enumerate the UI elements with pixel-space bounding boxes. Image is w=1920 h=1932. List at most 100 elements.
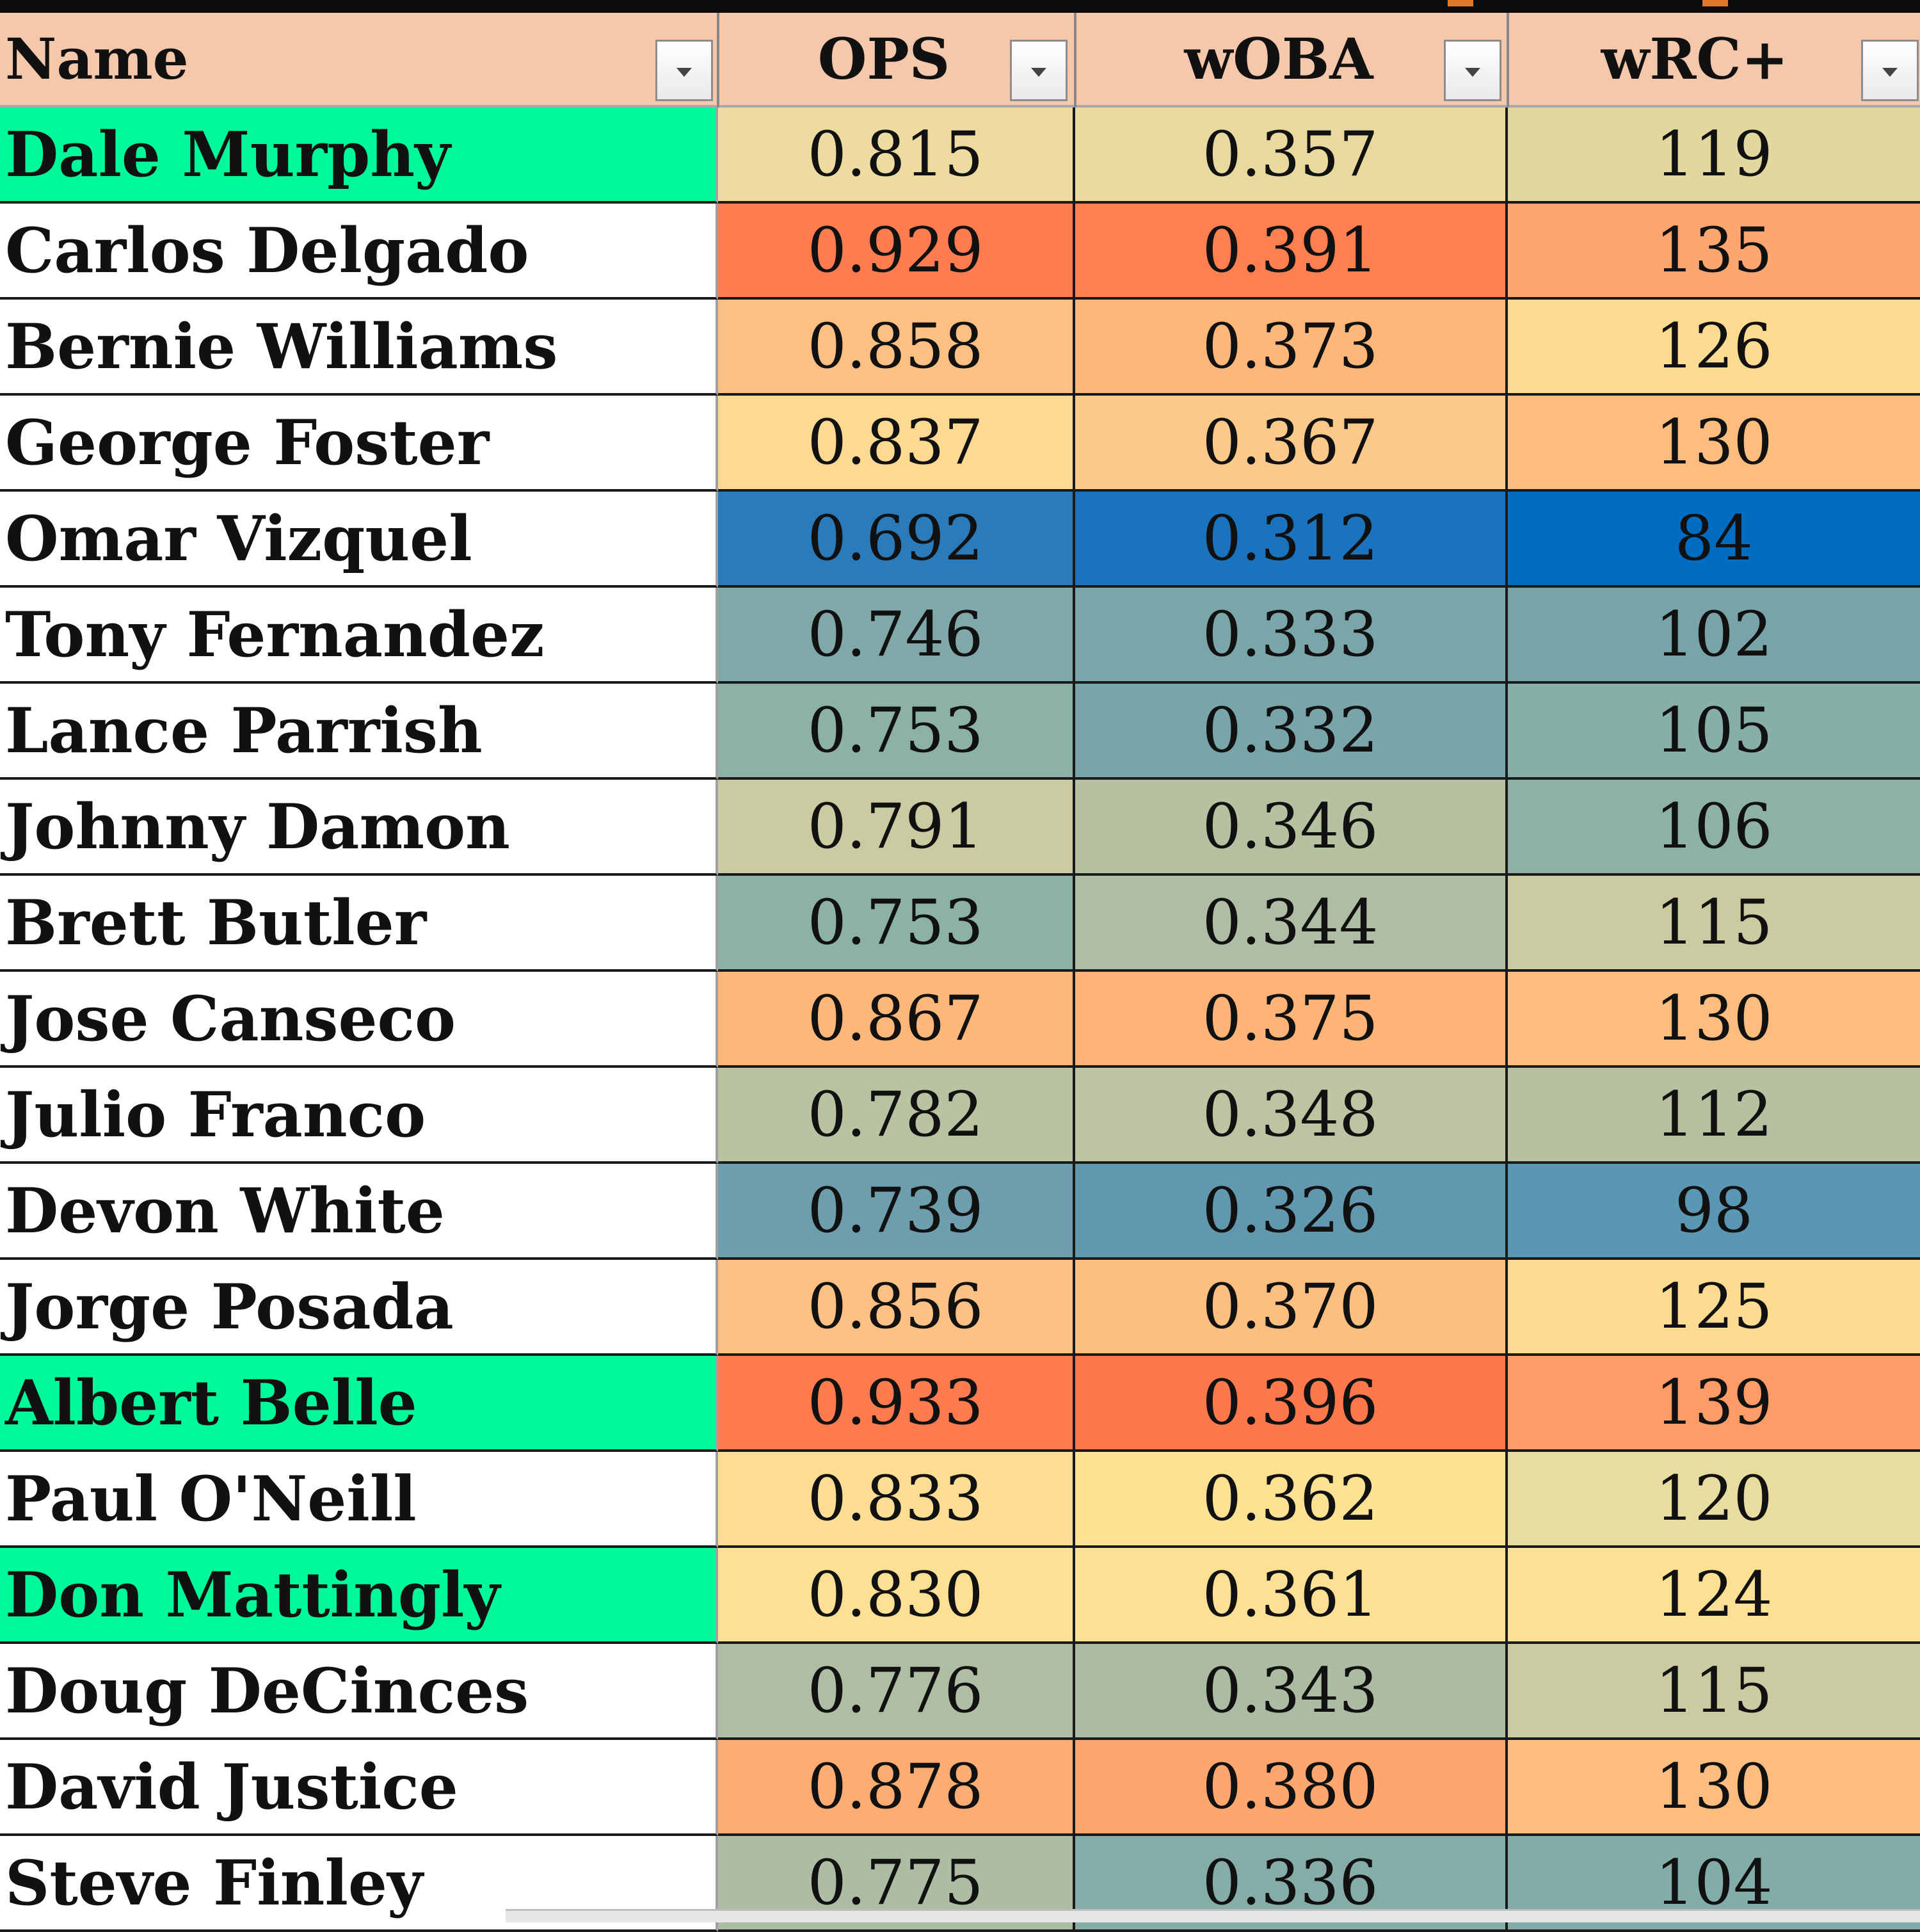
cell-woba[interactable]: 0.370: [1075, 1260, 1508, 1356]
cell-woba[interactable]: 0.348: [1075, 1068, 1508, 1164]
table-row[interactable]: Jose Canseco 0.867 0.375 130: [0, 972, 1920, 1068]
column-header-woba: wOBA: [1075, 13, 1508, 105]
cell-ops[interactable]: 0.833: [718, 1452, 1075, 1548]
filter-dropdown-button-wrc[interactable]: [1861, 40, 1919, 101]
cell-woba[interactable]: 0.332: [1075, 684, 1508, 780]
cell-name[interactable]: Dale Murphy: [0, 108, 718, 204]
cell-ops[interactable]: 0.858: [718, 300, 1075, 396]
cell-wrc[interactable]: 115: [1508, 1644, 1920, 1740]
cell-name[interactable]: Jose Canseco: [0, 972, 718, 1068]
cell-ops[interactable]: 0.782: [718, 1068, 1075, 1164]
cell-name[interactable]: Tony Fernandez: [0, 588, 718, 684]
cell-woba[interactable]: 0.326: [1075, 1164, 1508, 1260]
table-row[interactable]: Brett Butler 0.753 0.344 115: [0, 876, 1920, 972]
cell-woba[interactable]: 0.367: [1075, 396, 1508, 492]
cell-name[interactable]: George Foster: [0, 396, 718, 492]
cell-ops[interactable]: 0.929: [718, 204, 1075, 300]
table-row[interactable]: Devon White 0.739 0.326 98: [0, 1164, 1920, 1260]
table-row[interactable]: Omar Vizquel 0.692 0.312 84: [0, 492, 1920, 588]
table-row[interactable]: David Justice 0.878 0.380 130: [0, 1740, 1920, 1836]
table-row[interactable]: Don Mattingly 0.830 0.361 124: [0, 1548, 1920, 1644]
cell-ops[interactable]: 0.753: [718, 684, 1075, 780]
filter-dropdown-button-ops[interactable]: [1010, 40, 1068, 101]
cell-name[interactable]: Jorge Posada: [0, 1260, 718, 1356]
cell-ops[interactable]: 0.776: [718, 1644, 1075, 1740]
table-row[interactable]: Carlos Delgado 0.929 0.391 135: [0, 204, 1920, 300]
filter-dropdown-button-woba[interactable]: [1444, 40, 1501, 101]
cell-name[interactable]: Lance Parrish: [0, 684, 718, 780]
cell-name[interactable]: Bernie Williams: [0, 300, 718, 396]
cell-wrc[interactable]: 84: [1508, 492, 1920, 588]
cell-woba[interactable]: 0.333: [1075, 588, 1508, 684]
cell-wrc[interactable]: 139: [1508, 1356, 1920, 1452]
cell-woba[interactable]: 0.391: [1075, 204, 1508, 300]
cell-ops[interactable]: 0.830: [718, 1548, 1075, 1644]
cell-name[interactable]: Carlos Delgado: [0, 204, 718, 300]
cell-ops[interactable]: 0.753: [718, 876, 1075, 972]
cell-name[interactable]: David Justice: [0, 1740, 718, 1836]
cell-woba[interactable]: 0.380: [1075, 1740, 1508, 1836]
cell-wrc[interactable]: 112: [1508, 1068, 1920, 1164]
cell-ops[interactable]: 0.837: [718, 396, 1075, 492]
cell-wrc[interactable]: 120: [1508, 1452, 1920, 1548]
table-row[interactable]: Jorge Posada 0.856 0.370 125: [0, 1260, 1920, 1356]
table-row[interactable]: George Foster 0.837 0.367 130: [0, 396, 1920, 492]
table-row[interactable]: Lance Parrish 0.753 0.332 105: [0, 684, 1920, 780]
horizontal-scrollbar[interactable]: [506, 1909, 1920, 1922]
cell-woba[interactable]: 0.343: [1075, 1644, 1508, 1740]
cell-name[interactable]: Paul O'Neill: [0, 1452, 718, 1548]
cell-woba[interactable]: 0.346: [1075, 780, 1508, 876]
cell-wrc[interactable]: 126: [1508, 300, 1920, 396]
table-row[interactable]: Tony Fernandez 0.746 0.333 102: [0, 588, 1920, 684]
table-row[interactable]: Paul O'Neill 0.833 0.362 120: [0, 1452, 1920, 1548]
cell-wrc[interactable]: 124: [1508, 1548, 1920, 1644]
cell-ops[interactable]: 0.815: [718, 108, 1075, 204]
cell-ops[interactable]: 0.878: [718, 1740, 1075, 1836]
cell-woba[interactable]: 0.357: [1075, 108, 1508, 204]
cell-name[interactable]: Julio Franco: [0, 1068, 718, 1164]
filter-dropdown-button-name[interactable]: [655, 40, 713, 101]
cell-wrc[interactable]: 102: [1508, 588, 1920, 684]
cell-name[interactable]: Steve Finley: [0, 1836, 718, 1932]
cell-wrc[interactable]: 105: [1508, 684, 1920, 780]
table-row[interactable]: Johnny Damon 0.791 0.346 106: [0, 780, 1920, 876]
column-divider: [1074, 13, 1076, 108]
cell-woba[interactable]: 0.312: [1075, 492, 1508, 588]
cell-woba[interactable]: 0.361: [1075, 1548, 1508, 1644]
table-row[interactable]: Doug DeCinces 0.776 0.343 115: [0, 1644, 1920, 1740]
cell-woba[interactable]: 0.373: [1075, 300, 1508, 396]
table-row[interactable]: Dale Murphy 0.815 0.357 119: [0, 108, 1920, 204]
cell-wrc[interactable]: 119: [1508, 108, 1920, 204]
cell-name[interactable]: Johnny Damon: [0, 780, 718, 876]
cell-ops[interactable]: 0.791: [718, 780, 1075, 876]
cell-woba[interactable]: 0.396: [1075, 1356, 1508, 1452]
cell-woba[interactable]: 0.344: [1075, 876, 1508, 972]
cell-name[interactable]: Devon White: [0, 1164, 718, 1260]
cell-wrc[interactable]: 130: [1508, 396, 1920, 492]
cell-wrc[interactable]: 125: [1508, 1260, 1920, 1356]
cell-wrc[interactable]: 130: [1508, 972, 1920, 1068]
cell-wrc[interactable]: 106: [1508, 780, 1920, 876]
cell-wrc[interactable]: 98: [1508, 1164, 1920, 1260]
cell-name[interactable]: Brett Butler: [0, 876, 718, 972]
cell-name[interactable]: Omar Vizquel: [0, 492, 718, 588]
cell-name[interactable]: Don Mattingly: [0, 1548, 718, 1644]
table-row[interactable]: Julio Franco 0.782 0.348 112: [0, 1068, 1920, 1164]
cell-ops[interactable]: 0.746: [718, 588, 1075, 684]
cell-name[interactable]: Doug DeCinces: [0, 1644, 718, 1740]
cell-wrc[interactable]: 135: [1508, 204, 1920, 300]
cell-woba[interactable]: 0.375: [1075, 972, 1508, 1068]
cell-ops[interactable]: 0.692: [718, 492, 1075, 588]
cell-ops[interactable]: 0.739: [718, 1164, 1075, 1260]
cell-wrc[interactable]: 115: [1508, 876, 1920, 972]
cell-ops[interactable]: 0.933: [718, 1356, 1075, 1452]
table-row[interactable]: Bernie Williams 0.858 0.373 126: [0, 300, 1920, 396]
cell-wrc[interactable]: 130: [1508, 1740, 1920, 1836]
cell-name[interactable]: Albert Belle: [0, 1356, 718, 1452]
cell-ops[interactable]: 0.856: [718, 1260, 1075, 1356]
cell-ops[interactable]: 0.867: [718, 972, 1075, 1068]
cell-woba[interactable]: 0.362: [1075, 1452, 1508, 1548]
table-header-row: Name OPS wOBA wRC+: [0, 13, 1920, 108]
chevron-down-icon: [1882, 68, 1898, 77]
table-row[interactable]: Albert Belle 0.933 0.396 139: [0, 1356, 1920, 1452]
